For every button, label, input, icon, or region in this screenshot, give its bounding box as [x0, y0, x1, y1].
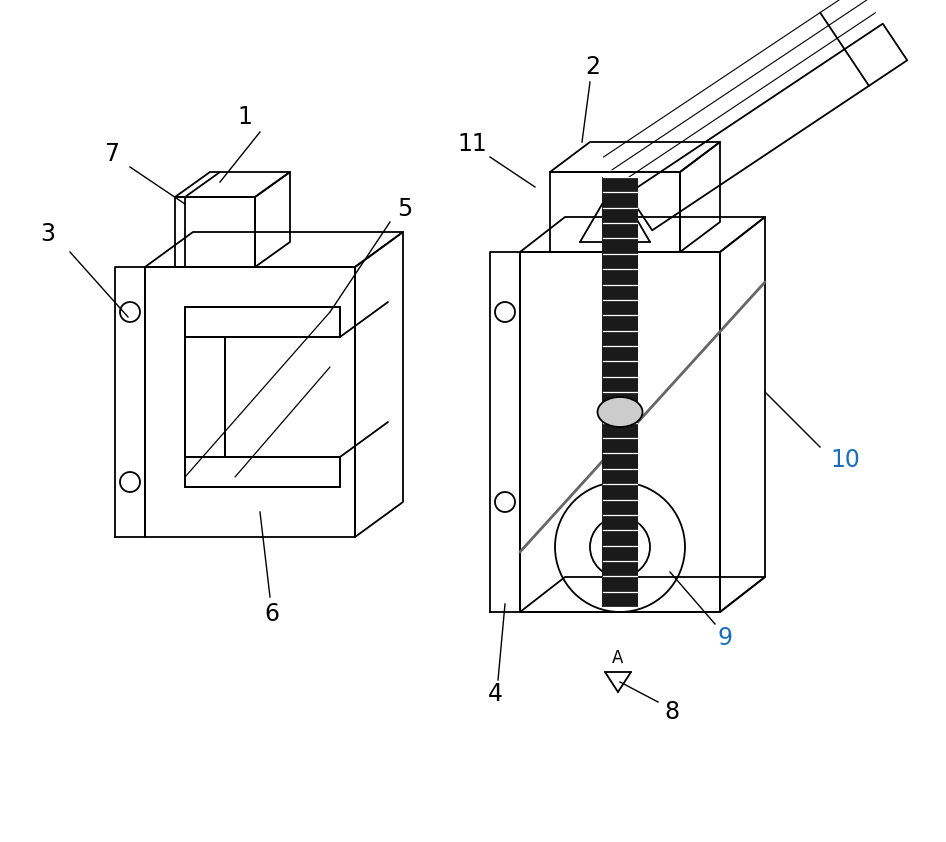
Text: 5: 5 — [397, 197, 412, 221]
Text: 4: 4 — [487, 682, 502, 706]
Polygon shape — [145, 267, 355, 537]
Text: 9: 9 — [717, 626, 732, 650]
Text: 7: 7 — [104, 142, 119, 166]
Text: 3: 3 — [41, 222, 56, 246]
Polygon shape — [175, 197, 255, 267]
Polygon shape — [550, 142, 720, 172]
Text: 10: 10 — [830, 448, 860, 472]
Text: 11: 11 — [457, 132, 487, 156]
Polygon shape — [175, 172, 290, 197]
Polygon shape — [520, 252, 720, 612]
Polygon shape — [680, 142, 720, 252]
Polygon shape — [520, 217, 765, 252]
Text: 1: 1 — [237, 105, 253, 129]
Polygon shape — [355, 232, 403, 537]
Ellipse shape — [598, 397, 642, 427]
Polygon shape — [185, 337, 225, 457]
Text: 6: 6 — [265, 602, 279, 626]
Text: 2: 2 — [586, 55, 601, 79]
Polygon shape — [185, 307, 340, 337]
Text: A: A — [612, 649, 623, 667]
Bar — [602, 177, 638, 607]
Polygon shape — [550, 172, 680, 252]
Polygon shape — [145, 232, 403, 267]
Text: 8: 8 — [664, 700, 679, 724]
Polygon shape — [628, 24, 907, 231]
Polygon shape — [490, 252, 520, 612]
Polygon shape — [720, 217, 765, 612]
Polygon shape — [255, 172, 290, 267]
Polygon shape — [115, 267, 145, 537]
Polygon shape — [520, 577, 765, 612]
Polygon shape — [185, 457, 340, 487]
